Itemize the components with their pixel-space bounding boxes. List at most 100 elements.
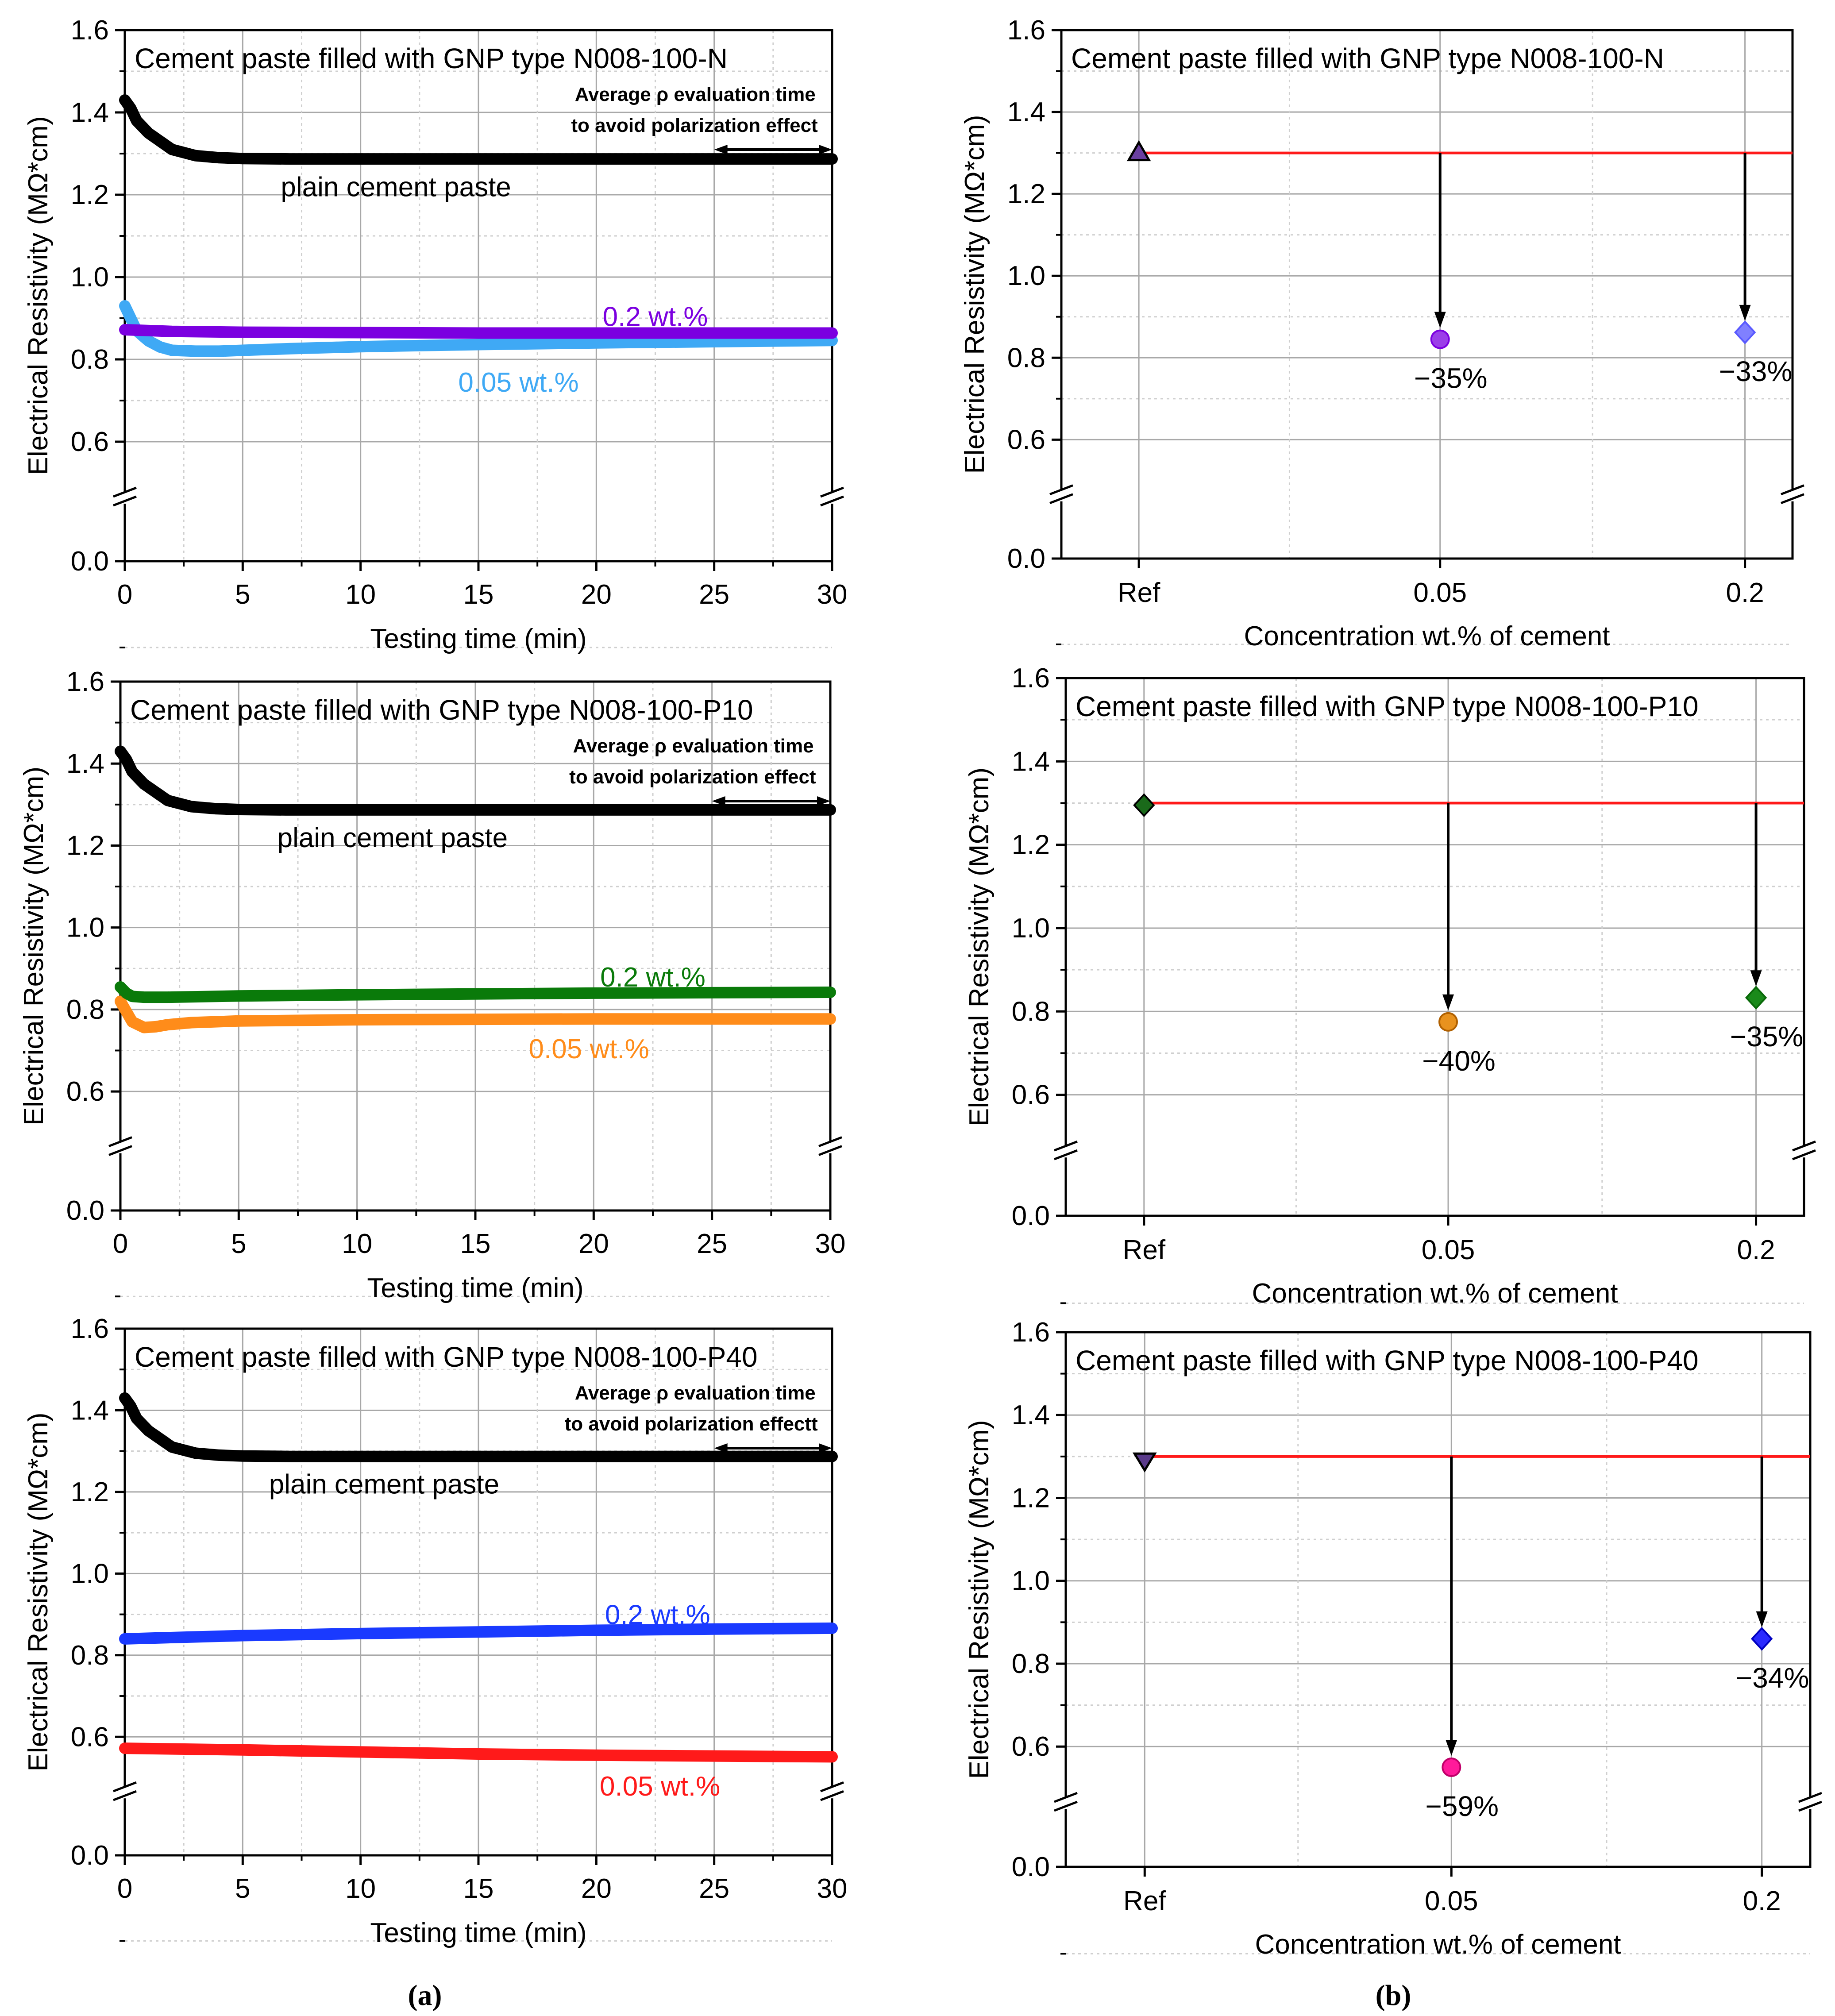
axis-break-mark: [820, 495, 844, 507]
axis-break-mark: [1049, 484, 1073, 496]
y-tick-label: 1.6: [71, 1314, 109, 1344]
series-line-2: [119, 1742, 838, 1763]
plot-frame: [1064, 1331, 1812, 1868]
data-point-2: [1745, 986, 1767, 1010]
x-tick-label: 10: [345, 1873, 376, 1904]
axis-break-mark: [1781, 493, 1804, 505]
change-label-1: −59%: [1426, 1790, 1499, 1822]
y-tick-label: 0.8: [1012, 1649, 1050, 1679]
x-tick-label: 30: [817, 579, 848, 610]
y-tick-label: 1.4: [66, 748, 104, 779]
series-label-0: plain cement paste: [269, 1469, 499, 1499]
note-arrow-head-right: [819, 1443, 832, 1453]
x-tick-label: 25: [699, 579, 729, 610]
y-tick-label: 1.4: [1007, 97, 1045, 127]
x-axis-label: Concentration wt.% of cement: [1255, 1929, 1621, 1960]
x-category-label: Ref: [1123, 1886, 1166, 1916]
chart-title: Cement paste filled with GNP type N008-1…: [135, 1341, 758, 1373]
y-tick-label: 0.8: [71, 344, 109, 375]
y-tick-label: 1.4: [71, 97, 109, 128]
y-tick-label: 1.0: [71, 262, 109, 293]
y-tick-label: 1.0: [66, 913, 104, 943]
x-category-label: 0.2: [1743, 1886, 1781, 1916]
series-line-0: [115, 745, 836, 816]
chart-0: 0.0 0.6 0.8 1.0 1.2 1.4 1.6 Electrical Resistiv…: [23, 15, 847, 654]
x-tick-label: 25: [699, 1873, 729, 1904]
y-tick-label: 1.4: [71, 1395, 109, 1426]
drop-arrow-head-2: [1750, 970, 1762, 987]
y-tick-label: 0.6: [1007, 424, 1045, 455]
series-line-1: [119, 1622, 838, 1645]
change-label-1: −35%: [1414, 362, 1487, 394]
x-category-label: Ref: [1123, 1235, 1166, 1265]
series-label-1: 0.2 wt.%: [603, 301, 708, 332]
note-line-1: Average ρ evaluation time: [575, 1382, 816, 1404]
y-tick-label: 1.2: [1007, 179, 1045, 209]
note-line-2: to avoid polarization effect: [571, 115, 818, 136]
x-axis-label: Testing time (min): [367, 1273, 583, 1303]
x-tick-label: 0: [113, 1229, 128, 1259]
y-axis-label: Electrical Resistivity (MΩ*cm): [23, 1412, 54, 1771]
y-tick-label: 1.2: [71, 180, 109, 210]
y-tick-label: 1.0: [1012, 913, 1050, 944]
axis-break-mark: [1049, 493, 1073, 505]
x-axis-label: Testing time (min): [370, 1918, 586, 1948]
axis-break-mark: [113, 1781, 137, 1792]
chart-5: 0.0 0.6 0.8 1.0 1.2 1.4 1.6 Electrical Resistiv…: [964, 1317, 1822, 1960]
x-tick-label: 20: [581, 1873, 612, 1904]
y-tick-label: 1.0: [71, 1558, 109, 1589]
drop-arrow-head-1: [1446, 1740, 1457, 1756]
note-arrow-head-left: [714, 1443, 728, 1453]
chart-4: 0.0 0.6 0.8 1.0 1.2 1.4 1.6 Electrical Resistiv…: [23, 1314, 847, 1948]
axis-break-mark: [113, 495, 137, 507]
series-label-2: 0.05 wt.%: [529, 1034, 649, 1064]
y-axis-label: Electrical Resistivity (MΩ*cm): [964, 1420, 995, 1779]
axis-break-mark: [108, 1145, 132, 1156]
x-tick-label: 20: [578, 1229, 609, 1259]
x-tick-label: 5: [235, 579, 250, 610]
data-point-2: [1750, 1627, 1773, 1651]
y-tick-label: 1.4: [1012, 1400, 1050, 1430]
x-tick-label: 0: [117, 579, 132, 610]
y-tick-label: 0.8: [1012, 996, 1050, 1027]
y-tick-label: 0.0: [1007, 544, 1045, 574]
y-axis-label: Electrical Resistivity (MΩ*cm): [964, 767, 995, 1126]
x-tick-label: 15: [463, 1873, 494, 1904]
note-line-2: to avoid polarization effect: [569, 766, 816, 788]
x-tick-label: 10: [345, 579, 376, 610]
y-tick-label: 1.6: [71, 15, 109, 46]
y-tick-label: 0.8: [1007, 343, 1045, 373]
axis-break-mark: [818, 1136, 842, 1147]
series-line-1: [119, 324, 838, 339]
y-axis-label: Electrical Resistivity (MΩ*cm): [23, 116, 54, 475]
chart-title: Cement paste filled with GNP type N008-1…: [130, 694, 753, 726]
y-tick-label: 0.0: [71, 1840, 109, 1871]
note-line-2: to avoid polarization effectt: [565, 1413, 818, 1435]
y-tick-label: 1.6: [1012, 663, 1050, 694]
x-tick-label: 15: [460, 1229, 491, 1259]
y-tick-label: 1.0: [1012, 1566, 1050, 1596]
x-tick-label: 15: [463, 579, 494, 610]
series-label-2: 0.05 wt.%: [600, 1771, 720, 1802]
series-line-0: [119, 94, 838, 165]
data-point-0: [1133, 793, 1155, 817]
change-label-1: −40%: [1422, 1045, 1495, 1077]
note-arrow-head-left: [714, 145, 728, 154]
axis-break-mark: [820, 1781, 844, 1792]
note-arrow-head-right: [819, 145, 832, 154]
drop-arrow-head-1: [1442, 994, 1454, 1010]
x-tick-label: 30: [815, 1229, 846, 1259]
note-line-1: Average ρ evaluation time: [573, 735, 814, 757]
y-axis-label: Electrical Resistivity (MΩ*cm): [960, 115, 990, 474]
x-category-label: 0.2: [1726, 578, 1764, 608]
y-tick-label: 0.6: [71, 427, 109, 457]
series-line-0: [119, 1392, 838, 1462]
data-point-1: [1430, 329, 1450, 349]
x-category-label: 0.2: [1737, 1235, 1775, 1265]
x-tick-label: 10: [342, 1229, 372, 1259]
axis-break-mark: [108, 1136, 132, 1147]
axis-break-mark: [1054, 1149, 1078, 1160]
chart-1: 0.0 0.6 0.8 1.0 1.2 1.4 1.6 Electrical Resistiv…: [960, 15, 1804, 651]
axis-break-mark: [1054, 1800, 1078, 1812]
